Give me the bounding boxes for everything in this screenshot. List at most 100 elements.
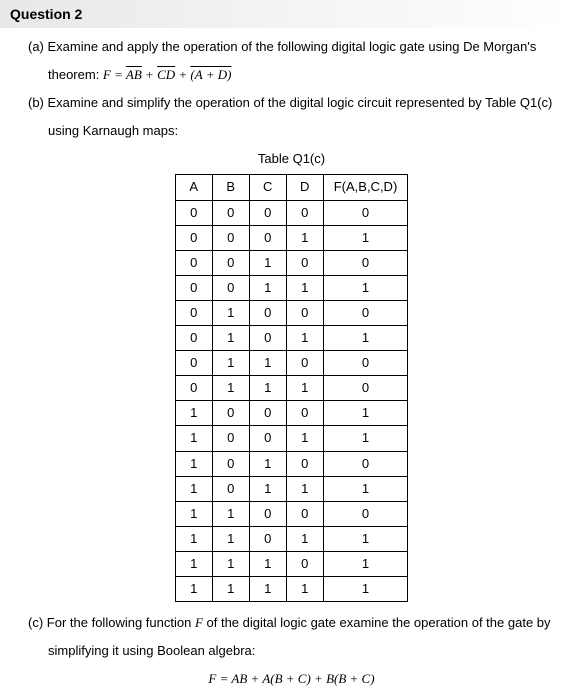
table-row: 10011 xyxy=(175,426,408,451)
table-cell: 0 xyxy=(286,351,323,376)
term-ad-inner: (A + D) xyxy=(190,67,231,82)
table-cell: 1 xyxy=(212,300,249,325)
table-cell: 0 xyxy=(175,225,212,250)
part-a-prefix: theorem: xyxy=(48,67,103,82)
table-cell: 1 xyxy=(286,225,323,250)
part-b-label: (b) xyxy=(28,95,44,110)
table-cell: 1 xyxy=(175,451,212,476)
table-cell: 1 xyxy=(323,526,408,551)
table-cell: 0 xyxy=(323,351,408,376)
table-cell: 0 xyxy=(249,300,286,325)
table-row: 10001 xyxy=(175,401,408,426)
table-cell: 0 xyxy=(323,376,408,401)
table-cell: 0 xyxy=(212,225,249,250)
part-c-formula: F = AB + A(B + C) + B(B + C) xyxy=(28,668,555,690)
table-cell: 0 xyxy=(286,551,323,576)
table-cell: 0 xyxy=(212,250,249,275)
truth-table: ABCDF(A,B,C,D) 0000000011001000011101000… xyxy=(175,174,409,602)
table-cell: 0 xyxy=(286,250,323,275)
table-cell: 1 xyxy=(323,426,408,451)
table-row: 01000 xyxy=(175,300,408,325)
table-cell: 1 xyxy=(175,426,212,451)
table-row: 00100 xyxy=(175,250,408,275)
table-header-cell: D xyxy=(286,175,323,200)
term-cd: CD xyxy=(157,67,175,82)
table-cell: 1 xyxy=(286,476,323,501)
table-cell: 0 xyxy=(175,376,212,401)
table-row: 00111 xyxy=(175,275,408,300)
table-cell: 1 xyxy=(323,576,408,601)
table-cell: 0 xyxy=(286,401,323,426)
part-c-text-pre: For the following function xyxy=(47,615,195,630)
table-cell: 1 xyxy=(323,551,408,576)
table-cell: 1 xyxy=(323,225,408,250)
table-header-cell: F(A,B,C,D) xyxy=(323,175,408,200)
table-cell: 1 xyxy=(249,451,286,476)
table-cell: 1 xyxy=(212,576,249,601)
table-cell: 1 xyxy=(323,275,408,300)
table-row: 01110 xyxy=(175,376,408,401)
table-row: 01011 xyxy=(175,326,408,351)
truth-table-body: 0000000011001000011101000010110110001110… xyxy=(175,200,408,602)
part-b: (b) Examine and simplify the operation o… xyxy=(28,92,555,114)
table-cell: 1 xyxy=(286,326,323,351)
part-b-text: Examine and simplify the operation of th… xyxy=(48,95,553,110)
term-ab: AB xyxy=(126,67,142,82)
table-cell: 0 xyxy=(249,326,286,351)
table-row: 10100 xyxy=(175,451,408,476)
table-cell: 0 xyxy=(323,250,408,275)
table-cell: 0 xyxy=(212,275,249,300)
table-cell: 0 xyxy=(286,451,323,476)
truth-table-head: ABCDF(A,B,C,D) xyxy=(175,175,408,200)
part-c: (c) For the following function F of the … xyxy=(28,612,555,634)
table-cell: 1 xyxy=(175,401,212,426)
table-cell: 1 xyxy=(212,326,249,351)
table-cell: 1 xyxy=(286,526,323,551)
part-c-text-post: of the digital logic gate examine the op… xyxy=(203,615,551,630)
table-cell: 0 xyxy=(323,300,408,325)
table-cell: 0 xyxy=(286,300,323,325)
table-row: 11111 xyxy=(175,576,408,601)
table-cell: 0 xyxy=(175,250,212,275)
table-header-cell: C xyxy=(249,175,286,200)
table-cell: 0 xyxy=(212,476,249,501)
table-cell: 1 xyxy=(175,526,212,551)
part-c-F: F xyxy=(195,615,203,630)
table-cell: 1 xyxy=(212,526,249,551)
table-cell: 1 xyxy=(249,576,286,601)
table-cell: 0 xyxy=(175,200,212,225)
table-cell: 0 xyxy=(249,225,286,250)
table-cell: 0 xyxy=(249,526,286,551)
table-cell: 1 xyxy=(212,551,249,576)
table-cell: 1 xyxy=(212,501,249,526)
table-header-cell: A xyxy=(175,175,212,200)
question-content: (a) Examine and apply the operation of t… xyxy=(0,28,573,700)
truth-table-header-row: ABCDF(A,B,C,D) xyxy=(175,175,408,200)
table-row: 11000 xyxy=(175,501,408,526)
part-a: (a) Examine and apply the operation of t… xyxy=(28,36,555,58)
table-caption: Table Q1(c) xyxy=(28,148,555,170)
part-a-text: Examine and apply the operation of the f… xyxy=(48,39,537,54)
table-cell: 1 xyxy=(249,250,286,275)
table-cell: 1 xyxy=(286,275,323,300)
table-row: 00011 xyxy=(175,225,408,250)
formula-lhs: F = xyxy=(103,67,126,82)
table-cell: 1 xyxy=(249,275,286,300)
table-cell: 1 xyxy=(175,476,212,501)
table-cell: 0 xyxy=(212,426,249,451)
table-cell: 0 xyxy=(323,501,408,526)
table-cell: 1 xyxy=(249,476,286,501)
table-cell: 0 xyxy=(249,401,286,426)
question-header: Question 2 xyxy=(0,0,573,28)
table-cell: 0 xyxy=(323,200,408,225)
table-header-cell: B xyxy=(212,175,249,200)
part-a-line2: theorem: F = AB + CD + (A + D) xyxy=(28,64,555,86)
table-cell: 1 xyxy=(212,351,249,376)
table-cell: 1 xyxy=(212,376,249,401)
table-row: 01100 xyxy=(175,351,408,376)
table-cell: 1 xyxy=(249,551,286,576)
table-cell: 1 xyxy=(286,576,323,601)
table-cell: 1 xyxy=(286,376,323,401)
table-cell: 1 xyxy=(286,426,323,451)
table-cell: 0 xyxy=(175,351,212,376)
